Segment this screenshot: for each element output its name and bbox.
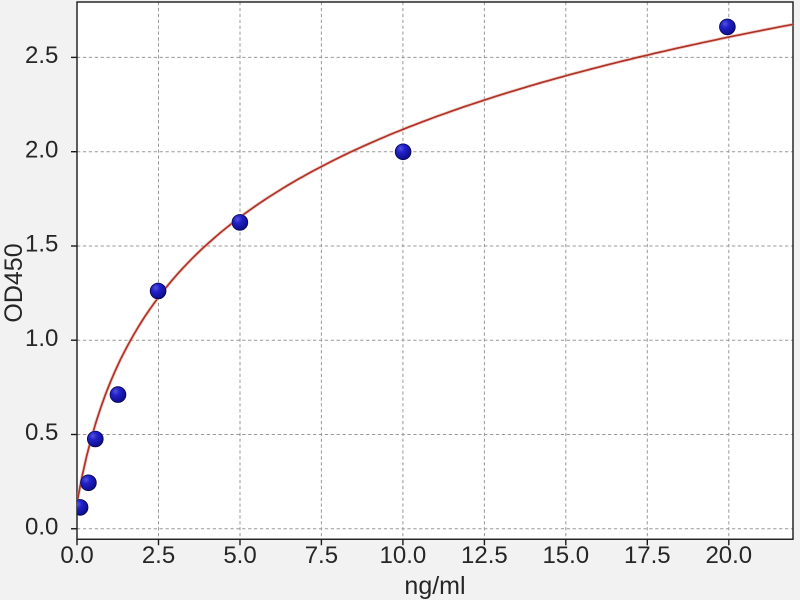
svg-text:12.5: 12.5 [461, 542, 508, 569]
svg-text:ng/ml: ng/ml [404, 572, 465, 600]
svg-text:2.5: 2.5 [25, 42, 58, 69]
svg-text:17.5: 17.5 [624, 542, 671, 569]
svg-text:1.5: 1.5 [25, 231, 58, 258]
svg-text:0.5: 0.5 [25, 419, 58, 446]
svg-text:0.0: 0.0 [25, 514, 58, 541]
svg-text:15.0: 15.0 [542, 542, 589, 569]
svg-text:5.0: 5.0 [223, 542, 256, 569]
svg-text:1.0: 1.0 [25, 325, 58, 352]
svg-text:20.0: 20.0 [705, 542, 752, 569]
svg-text:2.0: 2.0 [25, 136, 58, 163]
svg-text:2.5: 2.5 [142, 542, 175, 569]
svg-text:10.0: 10.0 [380, 542, 427, 569]
svg-text:7.5: 7.5 [305, 542, 338, 569]
svg-text:OD450: OD450 [0, 243, 28, 322]
svg-text:0.0: 0.0 [60, 542, 93, 569]
